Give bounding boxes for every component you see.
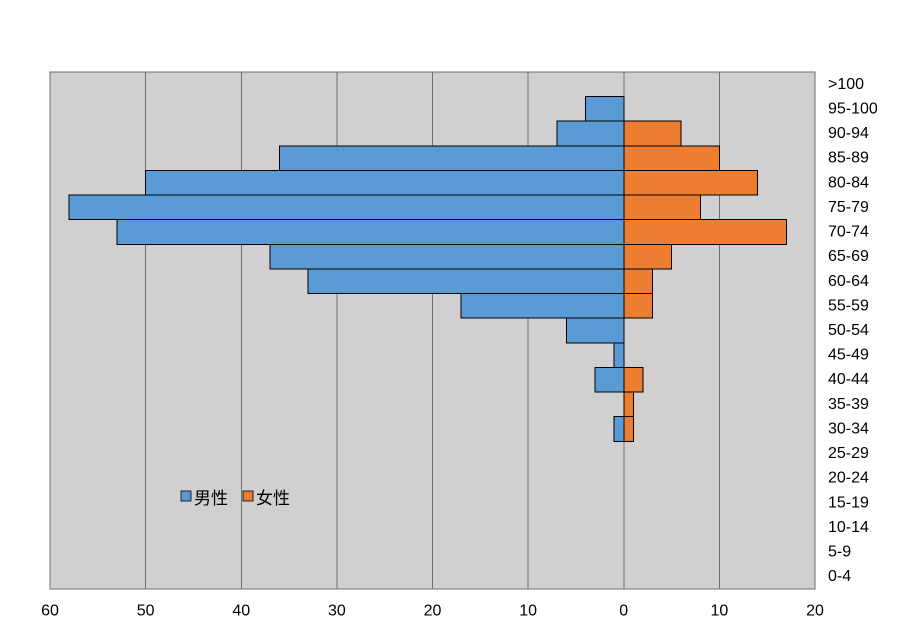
x-tick-label: 60 <box>41 603 59 620</box>
legend-label-female: 女性 <box>256 489 290 509</box>
bar-male-85-89 <box>279 145 625 171</box>
legend: 男性 女性 <box>180 489 290 509</box>
x-tick-label: 10 <box>519 603 537 620</box>
y-tick-label: 40-44 <box>828 371 869 388</box>
y-tick-label: 45-49 <box>828 347 869 364</box>
x-tick-label: 50 <box>137 603 155 620</box>
x-tick-label: 30 <box>328 603 346 620</box>
x-tick-label: 20 <box>806 603 824 620</box>
bar-female-80-84 <box>623 169 759 196</box>
bar-female-30-34 <box>623 416 634 442</box>
legend-swatch-male <box>180 490 192 502</box>
bar-female-90-94 <box>623 120 682 147</box>
y-tick-label: 80-84 <box>828 174 869 191</box>
y-axis-category-labels: >100 95-100 90-94 85-89 80-84 75-79 70-74 65-69… <box>828 76 878 585</box>
x-tick-label: 0 <box>619 603 628 620</box>
y-tick-label: 70-74 <box>828 224 869 241</box>
bar-male-80-84 <box>145 169 625 196</box>
y-tick-label: 30-34 <box>828 420 869 437</box>
bar-male-40-44 <box>594 366 625 393</box>
x-axis-tick-labels: 60 50 40 30 20 10 0 10 20 <box>41 603 824 620</box>
y-tick-label: 35-39 <box>828 396 869 413</box>
x-tick-label: 20 <box>424 603 442 620</box>
bar-male-75-79 <box>68 194 625 221</box>
bar-male-60-64 <box>307 268 625 295</box>
bar-female-65-69 <box>623 243 673 270</box>
y-tick-label: 5-9 <box>828 544 851 561</box>
bar-female-70-74 <box>623 219 787 245</box>
bar-female-35-39 <box>623 391 634 418</box>
y-tick-label: 90-94 <box>828 125 869 142</box>
bar-female-75-79 <box>623 194 701 221</box>
bar-male-30-34 <box>613 416 625 442</box>
bar-female-55-59 <box>623 293 653 319</box>
y-tick-label: 65-69 <box>828 248 869 265</box>
bar-male-55-59 <box>460 293 625 319</box>
bar-female-40-44 <box>623 366 644 393</box>
legend-swatch-female <box>242 490 254 502</box>
bar-male-65-69 <box>269 243 625 270</box>
y-tick-label: 95-100 <box>828 100 878 117</box>
bar-male-95-100 <box>585 96 625 122</box>
y-tick-label: 60-64 <box>828 273 869 290</box>
bar-female-60-64 <box>623 268 653 295</box>
x-tick-label: 10 <box>710 603 728 620</box>
bar-male-45-49 <box>613 342 625 368</box>
x-tick-label: 40 <box>232 603 250 620</box>
bar-male-50-54 <box>565 317 625 344</box>
plot-frame <box>49 71 816 590</box>
bars <box>68 96 787 442</box>
bar-female-85-89 <box>623 145 720 171</box>
y-tick-label: >100 <box>828 76 864 93</box>
y-tick-label: 75-79 <box>828 199 869 216</box>
y-tick-label: 20-24 <box>828 470 869 487</box>
y-tick-label: 25-29 <box>828 445 869 462</box>
y-tick-label: 85-89 <box>828 150 869 167</box>
y-tick-label: 15-19 <box>828 494 869 511</box>
bar-male-70-74 <box>116 219 625 245</box>
y-tick-label: 0-4 <box>828 568 851 585</box>
bar-male-90-94 <box>556 120 625 147</box>
y-tick-label: 55-59 <box>828 297 869 314</box>
y-tick-label: 10-14 <box>828 519 869 536</box>
y-tick-label: 50-54 <box>828 322 869 339</box>
legend-label-male: 男性 <box>194 489 228 509</box>
